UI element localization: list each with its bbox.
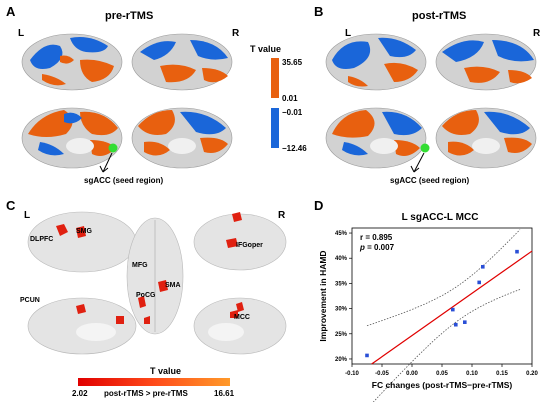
y-tick-label: 40% <box>335 256 348 262</box>
panel-c-right-label: R <box>278 210 286 221</box>
colorbar-c-gradient <box>78 378 230 386</box>
legend-negative-bar <box>271 108 279 148</box>
y-axis-ticks: 20% 25% 30% 35% 40% 45% <box>335 231 352 363</box>
y-axis-label: Improvement in HAMD <box>318 250 328 341</box>
panel-b-brain-maps <box>325 33 537 173</box>
panel-a-brain-maps <box>21 33 233 173</box>
brain-lateral-right <box>131 33 233 91</box>
y-tick-label: 25% <box>335 332 348 338</box>
x-tick-label: 0.15 <box>496 371 508 377</box>
data-point <box>451 307 455 312</box>
panel-b-left-label: L <box>345 28 352 39</box>
colorbar-c-max: 16.61 <box>214 389 235 398</box>
brain-medial-left-post <box>325 107 427 169</box>
x-tick-label: 0.10 <box>466 371 478 377</box>
panel-b-title: post-rTMS <box>412 10 467 22</box>
legend-positive-bar <box>271 58 279 98</box>
panel-a-letter: A <box>6 4 16 19</box>
panel-d-letter: D <box>314 198 324 213</box>
x-tick-label: 0.05 <box>436 371 448 377</box>
x-tick-label: 0.00 <box>406 371 418 377</box>
panel-a-seed-label: sgACC (seed region) <box>84 176 164 185</box>
data-point <box>481 264 485 269</box>
y-tick-label: 45% <box>335 231 348 237</box>
annotation-p-value: = 0.007 <box>365 243 395 252</box>
data-point <box>454 322 458 327</box>
panel-b-right-label: R <box>533 28 541 39</box>
colorbar-c-title: T value <box>150 366 182 376</box>
x-axis-ticks: -0.10 -0.05 0.00 0.05 0.10 0.15 0.20 <box>345 364 538 377</box>
x-tick-label: 0.20 <box>526 371 538 377</box>
brain-c-lateral-right <box>193 212 287 271</box>
panel-a-left-label: L <box>18 28 25 39</box>
legend-neg-min: −12.46 <box>282 144 307 153</box>
seed-marker-post <box>420 143 430 153</box>
annotation-r: r = 0.895 <box>360 233 393 242</box>
data-point <box>365 353 369 358</box>
brain-medial-right-post <box>435 107 537 169</box>
brain-lateral-left <box>21 33 123 91</box>
data-point <box>463 320 467 324</box>
x-tick-label: -0.10 <box>345 371 359 377</box>
brain-c-top-view <box>126 217 184 335</box>
y-tick-label: 35% <box>335 281 348 287</box>
fit-line <box>371 250 533 365</box>
region-ifgoper: IFGoper <box>236 242 263 249</box>
y-tick-label: 20% <box>335 357 348 363</box>
brain-medial-right <box>131 107 233 169</box>
x-axis-label: FC changes (post-rTMS−pre-rTMS) <box>372 380 513 390</box>
region-sma: SMA <box>165 282 181 289</box>
annotation-p-symbol: p <box>359 243 365 252</box>
data-point <box>515 249 519 254</box>
legend-pos-min: 0.01 <box>282 94 298 103</box>
region-mfg: MFG <box>132 262 148 269</box>
panel-c-left-label: L <box>24 210 31 221</box>
region-pocg: PoCG <box>136 292 156 299</box>
data-points <box>365 249 519 358</box>
brain-lateral-right-post <box>435 33 537 91</box>
annotation-p: p = 0.007 <box>359 243 395 252</box>
data-point <box>477 280 481 285</box>
legend-max: 35.65 <box>282 58 303 67</box>
ci-lower-line <box>372 289 521 402</box>
seed-marker <box>108 143 118 153</box>
brain-medial-left <box>21 107 123 169</box>
panel-a-title: pre-rTMS <box>105 10 154 22</box>
y-tick-label: 30% <box>335 307 348 313</box>
scatter-chart: L sgACC-L MCC -0.10 -0.05 0.00 0.05 0.10 0.15… <box>318 212 538 402</box>
colorbar-c-min: 2.02 <box>72 389 88 398</box>
region-mcc: MCC <box>234 314 250 321</box>
legend-title: T value <box>250 44 282 54</box>
brain-c-medial-left <box>27 297 137 355</box>
panel-b-seed-label: sgACC (seed region) <box>390 176 470 185</box>
x-tick-label: -0.05 <box>375 371 389 377</box>
colorbar-c-caption: post-rTMS > pre-rTMS <box>104 389 188 398</box>
panel-a-right-label: R <box>232 28 240 39</box>
region-dlpfc: DLPFC <box>30 236 54 243</box>
ci-upper-line <box>366 229 521 327</box>
legend-neg-max: −0.01 <box>282 108 303 117</box>
region-pcun: PCUN <box>20 297 40 304</box>
panel-c-brain-maps <box>27 211 287 355</box>
chart-title: L sgACC-L MCC <box>402 212 479 223</box>
brain-c-medial-right <box>193 297 287 355</box>
panel-c-letter: C <box>6 198 16 213</box>
confidence-band <box>366 229 521 402</box>
fit-line-group <box>371 250 533 365</box>
brain-c-lateral-left <box>27 211 137 273</box>
panel-b-letter: B <box>314 4 324 19</box>
brain-lateral-left-post <box>325 33 427 91</box>
region-smg: SMG <box>76 228 92 235</box>
